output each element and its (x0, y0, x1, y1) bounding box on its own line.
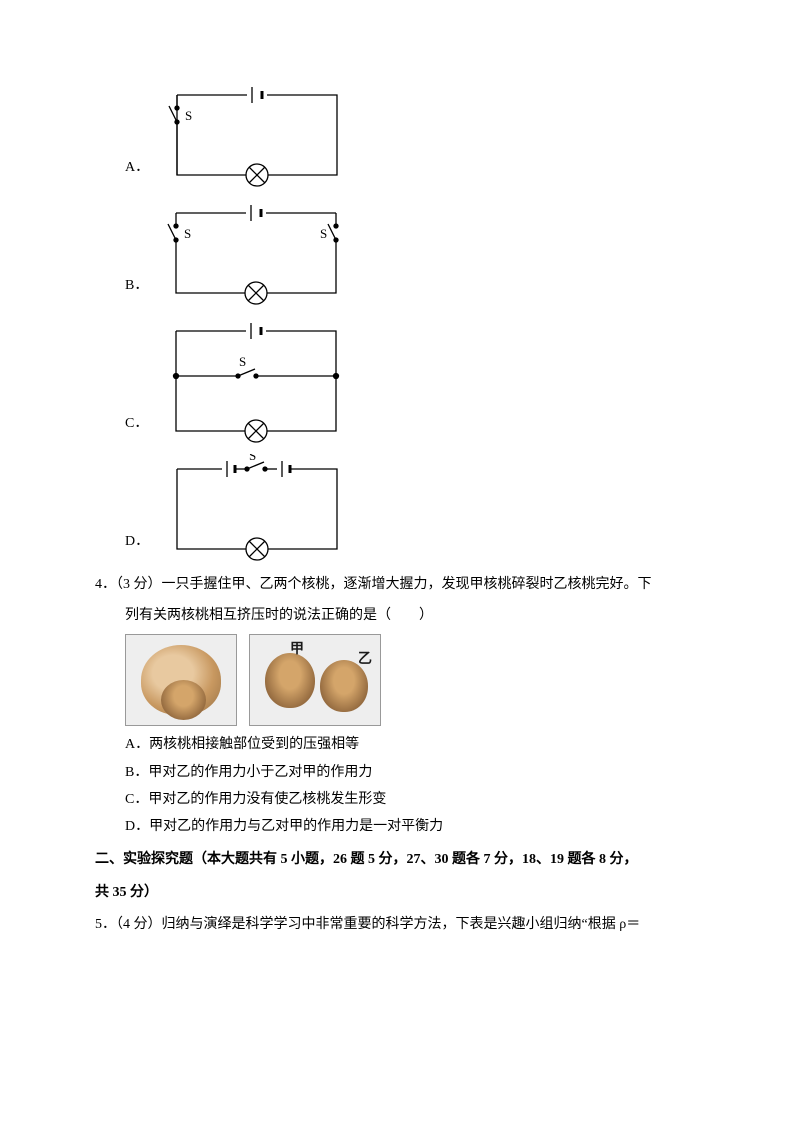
option-c-label: C． (125, 411, 148, 446)
q4-choice-d: D．甲对乙的作用力与乙对甲的作用力是一对平衡力 (125, 814, 699, 839)
switch-s-right: S (320, 226, 327, 241)
section2-header-line2: 共 35 分） (95, 880, 699, 905)
switch-s-left: S (184, 226, 191, 241)
option-d-label: D． (125, 529, 149, 564)
circuit-d-diagram: S (157, 454, 357, 564)
switch-s-label-c: S (239, 354, 246, 369)
q4-photo-row: 甲 乙 (125, 634, 699, 726)
switch-s-label-d: S (249, 454, 256, 463)
q4-choice-a: A．两核桃相接触部位受到的压强相等 (125, 732, 699, 757)
q4-photo-walnuts: 甲 乙 (249, 634, 381, 726)
label-yi: 乙 (358, 647, 372, 672)
q4-line2: 列有关两核桃相互挤压时的说法正确的是（ ） (125, 603, 699, 628)
option-b-label: B． (125, 273, 148, 308)
q4-choice-b: B．甲对乙的作用力小于乙对甲的作用力 (125, 760, 699, 785)
q5-text: 5．（4 分）归纳与演绎是科学学习中非常重要的科学方法，下表是兴趣小组归纳“根据… (95, 912, 699, 937)
label-jia: 甲 (290, 637, 304, 662)
q4-line1: 4．（3 分）一只手握住甲、乙两个核桃，逐渐增大握力，发现甲核桃碎裂时乙核桃完好… (95, 572, 699, 597)
q4-choice-c: C．甲对乙的作用力没有使乙核桃发生形变 (125, 787, 699, 812)
switch-s-label: S (185, 108, 192, 123)
circuit-a-diagram: S (157, 80, 357, 190)
circuit-b-diagram: S S (156, 198, 356, 308)
section2-header-line1: 二、实验探究题（本大题共有 5 小题，26 题 5 分，27、30 题各 7 分… (95, 847, 699, 872)
option-a-label: A． (125, 155, 149, 190)
circuit-c-diagram: S (156, 316, 356, 446)
q4-photo-hand (125, 634, 237, 726)
